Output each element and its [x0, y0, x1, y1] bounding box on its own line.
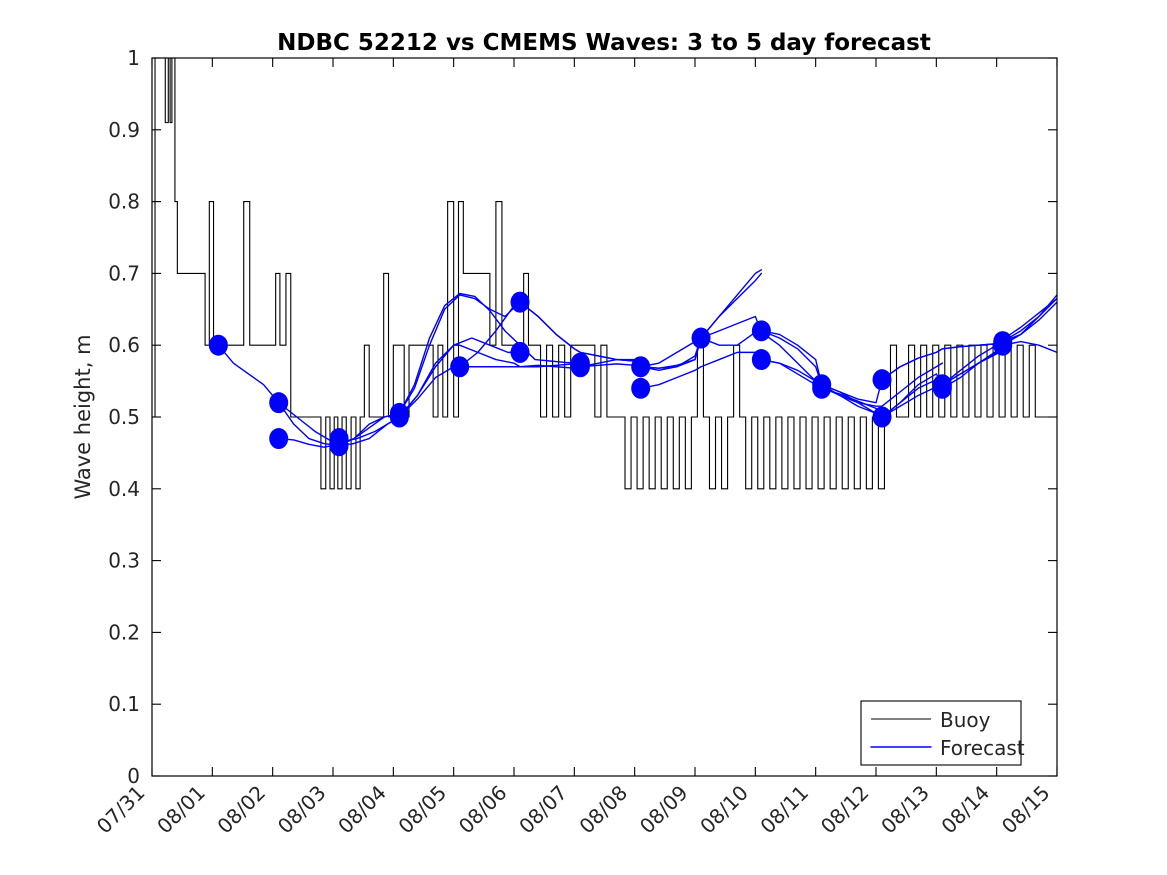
forecast-marker [872, 369, 892, 391]
forecast-marker [510, 291, 530, 313]
y-tick-label: 0.9 [108, 118, 140, 142]
chart-title: NDBC 52212 vs CMEMS Waves: 3 to 5 day fo… [277, 30, 931, 56]
forecast-series-line [398, 344, 642, 418]
axes-frame [151, 57, 1058, 777]
forecast-series-line [1002, 297, 1057, 343]
forecast-marker [450, 356, 470, 378]
y-tick-label: 0.4 [108, 477, 140, 501]
forecast-marker [691, 327, 711, 349]
forecast-marker [269, 428, 289, 450]
chart-legend[interactable]: Buoy Forecast [860, 700, 1025, 766]
forecast-marker [812, 377, 832, 399]
forecast-marker [872, 406, 892, 428]
forecast-marker [993, 334, 1013, 356]
forecast-series-line [640, 351, 823, 389]
forecast-series-line [278, 292, 582, 448]
forecast-marker [631, 356, 651, 378]
forecast-series-line [640, 330, 823, 386]
forecast-series-line [217, 294, 521, 447]
y-tick-label: 0.5 [108, 405, 140, 429]
forecast-marker [329, 435, 349, 457]
buoy-series-line [152, 58, 1057, 490]
forecast-series-line [579, 272, 763, 372]
y-tick-label: 0.7 [108, 261, 140, 285]
y-axis-ticks: 0 0.1 0.2 0.3 0.4 0.5 0.6 0.7 0.8 0.9 1 [108, 46, 1057, 788]
forecast-marker [751, 320, 771, 342]
series-layer [152, 58, 1057, 490]
forecast-marker [269, 392, 289, 414]
y-tick-label: 0.1 [108, 692, 140, 716]
legend-label-buoy: Buoy [940, 708, 991, 732]
legend-frame [860, 700, 1022, 766]
legend-label-forecast: Forecast [940, 736, 1025, 760]
forecast-marker [631, 377, 651, 399]
y-tick-label: 0.6 [108, 333, 140, 357]
forecast-marker [751, 349, 771, 371]
forecast-marker [570, 356, 590, 378]
y-tick-label: 0.2 [108, 620, 140, 644]
forecast-series-line [821, 338, 1004, 418]
forecast-series-line [760, 358, 944, 407]
forecast-marker [510, 341, 530, 363]
forecast-marker [389, 406, 409, 428]
forecast-series-line [760, 330, 944, 418]
y-tick-label: 1 [127, 46, 140, 70]
y-tick-label: 0 [127, 764, 140, 788]
y-tick-label: 0.3 [108, 549, 140, 573]
forecast-marker [208, 334, 228, 356]
y-axis-label: Wave height, m [71, 334, 95, 499]
y-tick-label: 0.8 [108, 190, 140, 214]
forecast-marker [932, 377, 952, 399]
